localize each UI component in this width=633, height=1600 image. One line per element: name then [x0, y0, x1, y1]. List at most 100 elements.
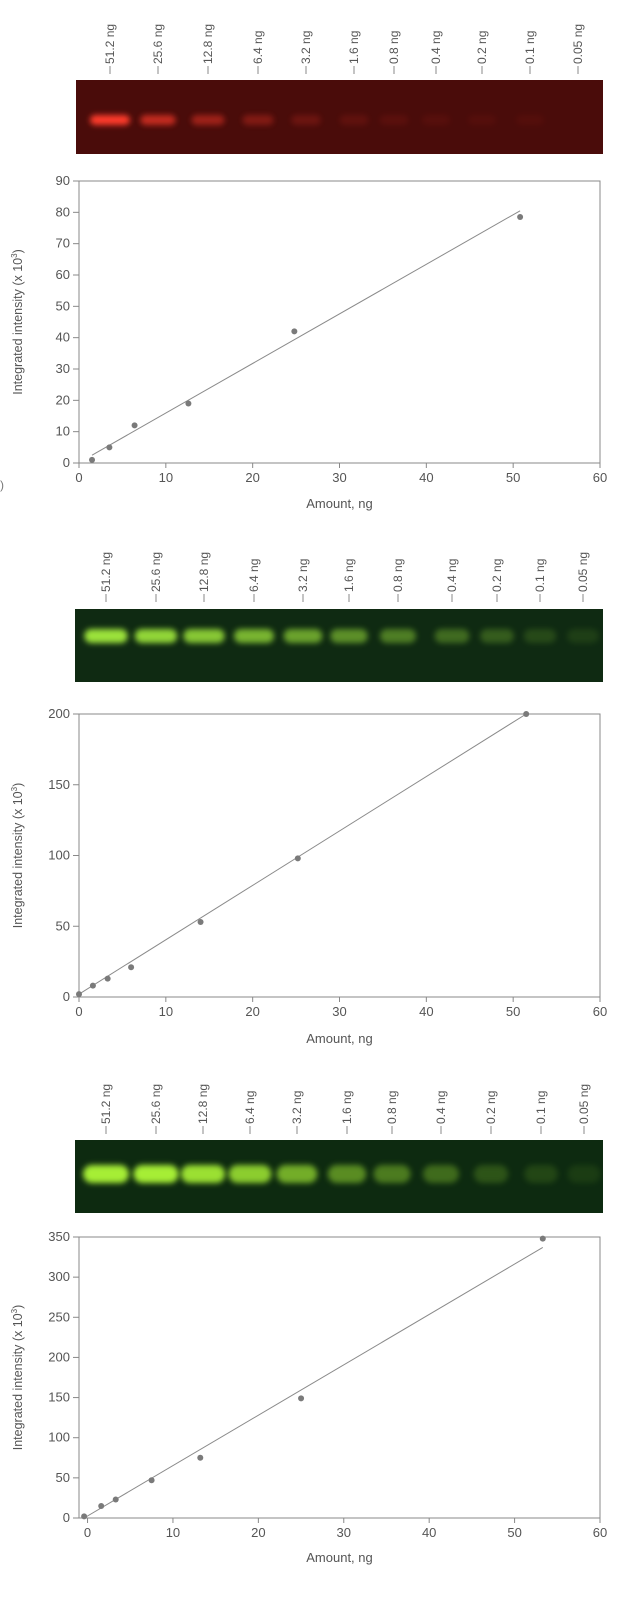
y-tick-label: 350 [48, 1229, 70, 1244]
gel-band [183, 629, 225, 643]
lane-label: 51.2 ng [99, 552, 113, 592]
gel-band [228, 1165, 272, 1183]
fit-line [78, 713, 527, 995]
lane-label: 6.4 ng [243, 1091, 257, 1124]
y-tick-label: 50 [56, 298, 70, 313]
lane-label: 6.4 ng [247, 559, 261, 592]
lane-label: 6.4 ng [251, 31, 265, 64]
gel-band [140, 115, 176, 125]
fit-line [83, 1247, 544, 1519]
data-point [517, 214, 524, 221]
plot-frame [78, 713, 601, 998]
gel-band [134, 629, 178, 643]
data-point [185, 400, 192, 407]
y-tick-label: 40 [56, 330, 70, 345]
gel-band [473, 1165, 509, 1183]
y-axis-label-main: Integrated intensity (x 10 [11, 1313, 25, 1450]
gel-band [191, 115, 225, 125]
data-point [197, 1454, 204, 1461]
lane-label: 0.1 ng [523, 31, 537, 64]
chart-1: 0 10 20 30 40 50 60 0 10 20 30 40 50 60 70 80 90 Amount, … [10, 173, 607, 511]
lane-label: 0.2 ng [484, 1091, 498, 1124]
gel-band [327, 1165, 367, 1183]
gel-band [515, 115, 545, 125]
gel-band [84, 629, 128, 643]
gel-band [90, 115, 130, 125]
lane-label: 25.6 ng [151, 24, 165, 64]
y-tick-label: 50 [56, 918, 70, 933]
lane-label: 0.8 ng [387, 31, 401, 64]
gel-band [379, 115, 409, 125]
y-axis-label-main: Integrated intensity (x 10 [11, 258, 25, 395]
gel-band [291, 115, 321, 125]
plot-frame [78, 1236, 601, 1519]
x-tick-label: 50 [506, 470, 520, 485]
y-tick-label: 150 [48, 1390, 70, 1405]
x-tick-label: 40 [419, 470, 433, 485]
y-tick-label: 0 [63, 455, 70, 470]
gel-band [567, 1165, 601, 1183]
x-tick-label: 30 [337, 1525, 351, 1540]
lane-label: 1.6 ng [340, 1091, 354, 1124]
lane-label: 3.2 ng [290, 1091, 304, 1124]
gel-band [523, 629, 557, 643]
lane-label: 12.8 ng [196, 1084, 210, 1124]
lane-label: 51.2 ng [103, 24, 117, 64]
lane-label: 0.1 ng [533, 559, 547, 592]
gel-band [421, 115, 451, 125]
y-tick-label: 200 [48, 1349, 70, 1364]
x-tick-label: 30 [332, 1004, 346, 1019]
y-axis-label: Integrated intensity (x 103) [10, 249, 25, 395]
data-point [81, 1513, 88, 1520]
gel-background [75, 609, 603, 682]
gel-band [422, 1165, 460, 1183]
gel-panel-2: 51.2 ng 25.6 ng 12.8 ng 6.4 ng 3.2 ng 1.6 ng 0… [75, 552, 603, 682]
plot-frame [78, 180, 601, 464]
data-point [148, 1477, 155, 1484]
lane-label: 0.8 ng [385, 1091, 399, 1124]
y-tick-label: 100 [48, 1430, 70, 1445]
gel-band [480, 629, 514, 643]
fit-line [91, 210, 521, 456]
y-tick-label: 60 [56, 267, 70, 282]
lane-label: 12.8 ng [201, 24, 215, 64]
gel-band [283, 629, 323, 643]
x-tick-label: 20 [251, 1525, 265, 1540]
y-tick-label: 250 [48, 1309, 70, 1324]
y-tick-label: 10 [56, 424, 70, 439]
lane-label: 51.2 ng [99, 1084, 113, 1124]
y-axis-label-close: ) [11, 783, 25, 787]
gel-band [467, 115, 497, 125]
data-point [291, 328, 298, 335]
x-tick-label: 40 [419, 1004, 433, 1019]
gel-band [276, 1165, 318, 1183]
lane-label: 0.4 ng [434, 1091, 448, 1124]
gel-band [233, 629, 275, 643]
y-axis-label-close: ) [11, 1305, 25, 1309]
data-point [523, 711, 530, 717]
stray-panel-label: ) [0, 478, 4, 492]
data-point [294, 855, 301, 862]
gel-band [373, 1165, 411, 1183]
y-tick-label: 20 [56, 392, 70, 407]
x-axis-label: Amount, ng [306, 496, 373, 511]
lane-label: 3.2 ng [299, 31, 313, 64]
y-tick-label: 30 [56, 361, 70, 376]
y-tick-label: 70 [56, 236, 70, 251]
y-tick-label: 0 [63, 989, 70, 1004]
y-tick-label: 0 [63, 1510, 70, 1525]
lane-label: 0.2 ng [490, 559, 504, 592]
gel-band [133, 1165, 179, 1183]
y-tick-label: 100 [48, 848, 70, 863]
x-tick-label: 10 [159, 1004, 173, 1019]
y-tick-label: 150 [48, 777, 70, 792]
chart-3: 0 10 20 30 40 50 60 0 50 100 150 200 250 300 350 Amount… [10, 1229, 607, 1565]
lane-label: 0.2 ng [475, 31, 489, 64]
lane-label: 3.2 ng [296, 559, 310, 592]
x-axis-label: Amount, ng [306, 1031, 373, 1046]
data-point [76, 991, 82, 998]
lane-label: 0.05 ng [577, 1084, 591, 1124]
gel-panel-1: 51.2 ng 25.6 ng 12.8 ng 6.4 ng 3.2 ng 1.6 ng 0… [76, 24, 603, 154]
data-point [112, 1496, 119, 1503]
x-tick-label: 10 [166, 1525, 180, 1540]
